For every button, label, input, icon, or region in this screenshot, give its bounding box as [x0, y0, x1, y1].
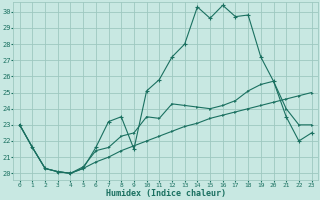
- X-axis label: Humidex (Indice chaleur): Humidex (Indice chaleur): [106, 189, 226, 198]
